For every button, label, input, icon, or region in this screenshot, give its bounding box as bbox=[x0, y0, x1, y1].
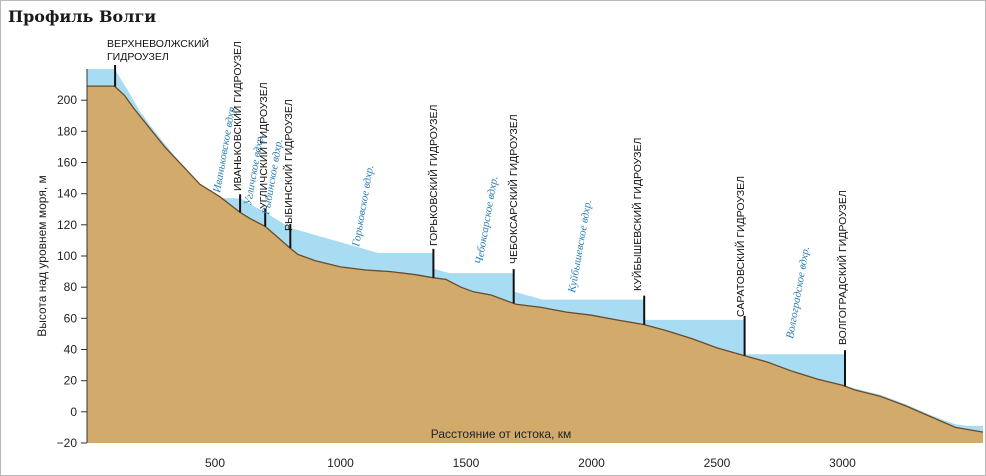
reservoir-label-gorkovskoe: Горьковское вдхр. bbox=[350, 164, 376, 248]
y-tick-label: 40 bbox=[64, 343, 78, 357]
dam-label-verkhnevolzhsky-line2: ГИДРОУЗЕЛ bbox=[107, 51, 169, 63]
y-tick-label: 100 bbox=[57, 249, 77, 263]
y-tick-label: 180 bbox=[57, 124, 77, 138]
y-tick-label: 140 bbox=[57, 187, 77, 201]
x-tick-label: 3000 bbox=[829, 456, 856, 470]
reservoir-label-cheboksarskoe: Чебоксарское вдхр. bbox=[473, 175, 500, 265]
reservoir-label-kuibyshevskoe: Куйбышевское вдхр. bbox=[566, 199, 594, 295]
dam-label-uglichsky: УГЛИЧСКИЙ ГИДРОУЗЕЛ bbox=[257, 82, 270, 209]
y-tick-label: 120 bbox=[57, 218, 77, 232]
reservoir-saratovskoe bbox=[613, 319, 745, 356]
dam-label-volgogradsky: ВОЛГОГРАДСКИЙ ГИДРОУЗЕЛ bbox=[836, 190, 849, 345]
y-tick-label: −20 bbox=[57, 436, 78, 450]
y-tick-label: 0 bbox=[70, 405, 77, 419]
dam-label-cheboksarsky: ЧЕБОКСАРСКИЙ ГИДРОУЗЕЛ bbox=[507, 114, 520, 264]
y-tick-label: 60 bbox=[64, 311, 78, 325]
y-tick-label: 80 bbox=[64, 280, 78, 294]
y-tick-label: 160 bbox=[57, 156, 77, 170]
riverbed-outline bbox=[87, 85, 984, 433]
x-tick-label: 1000 bbox=[327, 456, 354, 470]
dam-label-gorkovsky: ГОРЬКОВСКИЙ ГИДРОУЗЕЛ bbox=[427, 104, 440, 246]
page-title: Профиль Волги bbox=[8, 7, 157, 26]
y-tick-label: 200 bbox=[57, 93, 77, 107]
x-tick-label: 2000 bbox=[578, 456, 605, 470]
x-tick-label: 2500 bbox=[704, 456, 731, 470]
dam-label-rybinsky: РЫБИНСКИЙ ГИДРОУЗЕЛ bbox=[282, 99, 295, 231]
riverbed-area bbox=[87, 86, 983, 443]
y-axis: −20 0 20 40 60 80 100 120 140 160 180 200 500 1000 150… bbox=[57, 69, 856, 470]
reservoir-label-volgogradskoe: Волгоградское вдхр. bbox=[784, 245, 812, 339]
dam-label-ivankovsky: ИВАНЬКОВСКИЙ ГИДРОУЗЕЛ bbox=[231, 41, 244, 191]
dam-label-kuibyshevsky: КУЙБЫШЕВСКИЙ ГИДРОУЗЕЛ bbox=[631, 138, 644, 291]
x-tick-label: 1500 bbox=[453, 456, 480, 470]
dam-label-verkhnevolzhsky-line1: ВЕРХНЕВОЛЖСКИЙ bbox=[107, 37, 209, 50]
y-axis-title: Высота над уровнем моря, м bbox=[35, 175, 49, 337]
x-axis-title: Расстояние от истока, км bbox=[431, 427, 571, 441]
reservoir-kuibyshevskoe bbox=[542, 299, 645, 325]
y-tick-label: 20 bbox=[64, 374, 78, 388]
dam-label-saratovsky: САРАТОВСКИЙ ГИДРОУЗЕЛ bbox=[734, 176, 747, 317]
x-tick-label: 500 bbox=[205, 456, 225, 470]
